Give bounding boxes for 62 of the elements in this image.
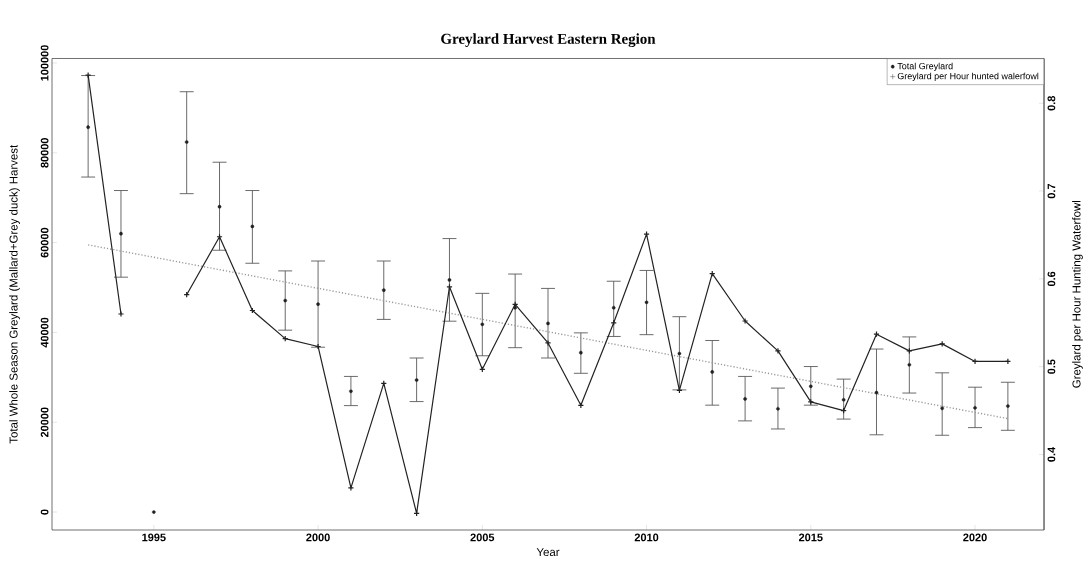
point — [184, 140, 189, 144]
y-axis-title: Total Whole Season Greylard (Mallard+Grey duck) Harvest — [9, 144, 20, 444]
y2-tick-label: 0.8 — [1047, 95, 1056, 111]
point — [217, 204, 222, 209]
y-tick-label: 80000 — [40, 138, 49, 168]
point — [86, 125, 90, 129]
point — [1006, 404, 1010, 408]
point — [677, 351, 682, 356]
y2-tick-label: 0.5 — [1047, 359, 1056, 374]
point — [741, 317, 749, 325]
point — [907, 362, 912, 367]
point — [774, 347, 782, 355]
point — [447, 278, 452, 282]
chart-title: Greylard Harvest Eastern Region — [441, 33, 656, 47]
x-tick-label: 2010 — [634, 533, 659, 542]
y-tick-label: 100000 — [40, 45, 49, 81]
point — [874, 390, 879, 395]
x-tick-label: 2015 — [798, 533, 823, 542]
point — [577, 402, 585, 409]
x-axis-title: Year — [536, 548, 560, 557]
point — [544, 339, 552, 347]
y2-tick-label: 0.6 — [1047, 271, 1056, 287]
point — [940, 406, 944, 411]
point — [347, 484, 355, 492]
point — [546, 321, 550, 326]
point — [938, 340, 946, 348]
y-tick-label: 40000 — [40, 317, 49, 348]
point — [710, 370, 715, 374]
legend-label: Greylard per Hour hunted walerfowl — [897, 72, 1039, 82]
point — [579, 350, 583, 355]
x-tick-label: 1995 — [142, 533, 166, 542]
y2-tick-label: 0.7 — [1047, 183, 1056, 199]
y2-tick-label: 0.4 — [1047, 446, 1056, 462]
y-tick-label: 20000 — [40, 407, 49, 438]
point — [611, 305, 616, 310]
legend-label: Total Greylard — [897, 62, 953, 72]
point — [513, 305, 517, 310]
x-tick-label: 2000 — [306, 533, 330, 542]
point — [480, 322, 485, 327]
point — [906, 347, 913, 355]
point — [644, 300, 649, 305]
point — [414, 378, 419, 382]
y-tick-label: 60000 — [40, 227, 49, 258]
point — [643, 230, 650, 238]
x-tick-label: 2005 — [470, 533, 495, 542]
point — [841, 397, 846, 402]
point — [152, 510, 156, 514]
point — [119, 231, 123, 236]
y2-axis-title: Greylard per Hour Hunting Waterfowl — [1072, 201, 1083, 388]
point — [973, 406, 977, 410]
point — [381, 288, 386, 292]
x-tick-label: 2020 — [963, 533, 987, 542]
point — [349, 389, 353, 394]
point — [776, 406, 780, 411]
y-tick-label: 0 — [40, 509, 49, 515]
point — [743, 397, 747, 401]
point — [117, 310, 125, 318]
point — [316, 302, 320, 306]
point — [809, 384, 813, 389]
point — [971, 358, 979, 365]
point — [283, 298, 288, 303]
point — [250, 224, 255, 229]
